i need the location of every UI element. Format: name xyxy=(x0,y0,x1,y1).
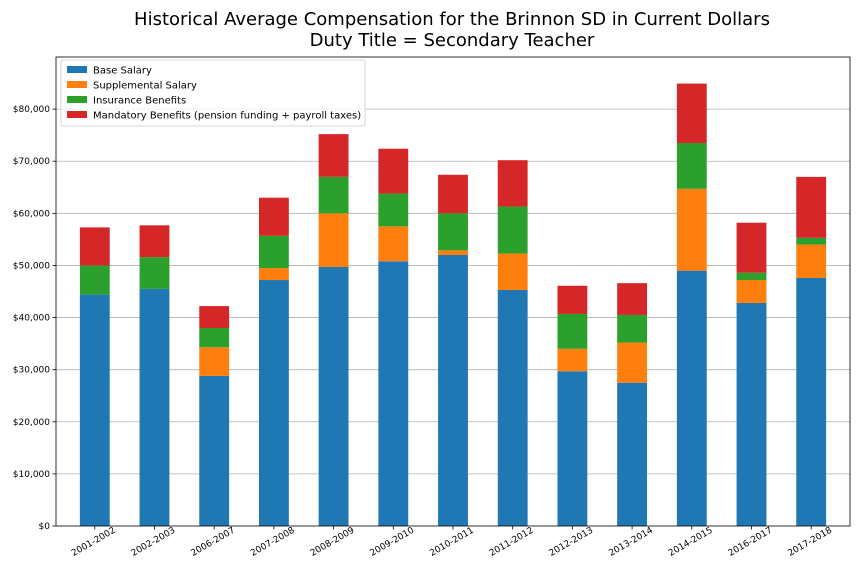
bar-segment xyxy=(557,313,588,349)
chart-subtitle: Duty Title = Secondary Teacher xyxy=(310,30,595,51)
bar-segment xyxy=(438,174,468,214)
bar-segment xyxy=(258,197,289,236)
x-tick-label: 2006-2007 xyxy=(189,526,236,559)
chart-title: Historical Average Compensation for the … xyxy=(134,9,770,30)
bar-segment xyxy=(617,382,648,526)
bar-segment xyxy=(139,257,170,289)
legend-entry: Base Salary xyxy=(93,66,152,77)
bar-segment xyxy=(378,148,409,194)
bar-segment xyxy=(79,227,110,266)
bar-segment xyxy=(199,306,230,328)
x-tick-label: 2012-2013 xyxy=(548,526,595,559)
legend-swatch xyxy=(67,96,87,103)
bar-segment xyxy=(736,302,767,526)
bar-segment xyxy=(796,244,827,278)
bar-segment xyxy=(438,213,468,251)
legend-entry: Mandatory Benefits (pension funding + pa… xyxy=(93,111,361,122)
bar-segment xyxy=(736,222,767,273)
x-tick-label: 2014-2015 xyxy=(667,526,714,559)
x-tick-label: 2002-2003 xyxy=(130,526,177,559)
bar-segment xyxy=(79,294,110,526)
bar-segment xyxy=(617,314,648,343)
bar-segment xyxy=(736,280,767,303)
bar-segment xyxy=(497,289,528,526)
y-tick-label: $80,000 xyxy=(13,105,50,115)
bar-segment xyxy=(736,272,767,281)
bar-segment xyxy=(318,267,349,526)
bar-segment xyxy=(318,134,349,177)
y-tick-label: $30,000 xyxy=(13,366,50,376)
x-tick-label: 2013-2014 xyxy=(607,526,655,559)
legend-swatch xyxy=(67,81,87,88)
bar-segment xyxy=(617,283,648,315)
x-tick-label: 2011-2012 xyxy=(488,526,535,559)
bar-segment xyxy=(557,348,588,372)
bar-segment xyxy=(497,160,528,207)
bar-segment xyxy=(378,261,409,526)
y-tick-label: $10,000 xyxy=(13,470,50,480)
bar-segment xyxy=(796,176,827,238)
bar-segment xyxy=(199,375,230,526)
bar-segment xyxy=(258,268,289,281)
bar-segment xyxy=(139,288,170,526)
y-tick-label: $70,000 xyxy=(13,157,50,167)
legend-swatch xyxy=(67,111,87,118)
legend-entry: Supplemental Salary xyxy=(93,81,197,92)
bar-segment xyxy=(199,347,230,376)
y-tick-label: $60,000 xyxy=(13,209,50,219)
bar-segment xyxy=(318,213,349,268)
bar-segment xyxy=(258,235,289,269)
bar-segment xyxy=(497,253,528,290)
x-tick-label: 2010-2011 xyxy=(428,526,475,559)
bar-segment xyxy=(676,142,707,189)
axes: $0 $10,000 $20,000 $30,000 $40,000 $50,000 $60… xyxy=(13,56,851,559)
bar-segment xyxy=(497,206,528,254)
bar-segment xyxy=(557,285,588,314)
y-tick-label: $50,000 xyxy=(13,261,50,271)
bar-segment xyxy=(318,176,349,214)
y-tick-label: $20,000 xyxy=(13,418,50,428)
bar-segment xyxy=(438,250,468,256)
y-tick-label: $0 xyxy=(39,522,51,532)
bar-segment xyxy=(378,193,409,227)
legend-box xyxy=(60,59,366,127)
x-tick-label: 2008-2009 xyxy=(309,526,357,559)
bar-segment xyxy=(557,371,588,526)
bars xyxy=(79,83,827,526)
bar-segment xyxy=(258,280,289,526)
bar-segment xyxy=(676,188,707,271)
bar-segment xyxy=(617,342,648,383)
bar-segment xyxy=(139,225,170,258)
bar-segment xyxy=(676,270,707,526)
x-tick-label: 2001-2002 xyxy=(70,526,117,559)
legend-swatch xyxy=(67,66,87,73)
bar-segment xyxy=(676,83,707,143)
bar-segment xyxy=(199,327,230,348)
bar-segment xyxy=(378,226,409,262)
plot-frame xyxy=(55,56,851,527)
bar-segment xyxy=(438,255,468,526)
bar-segment xyxy=(796,237,827,245)
x-tick-label: 2007-2008 xyxy=(249,526,297,559)
bar-segment xyxy=(796,277,827,526)
legend-entry: Insurance Benefits xyxy=(93,96,186,107)
y-tick-label: $40,000 xyxy=(13,314,50,324)
x-tick-label: 2009-2010 xyxy=(369,526,417,559)
bar-segment xyxy=(79,265,110,295)
legend: Base Salary Supplemental Salary Insurance … xyxy=(60,59,366,127)
x-tick-label: 2017-2018 xyxy=(786,526,834,559)
x-tick-label: 2016-2017 xyxy=(727,526,774,559)
